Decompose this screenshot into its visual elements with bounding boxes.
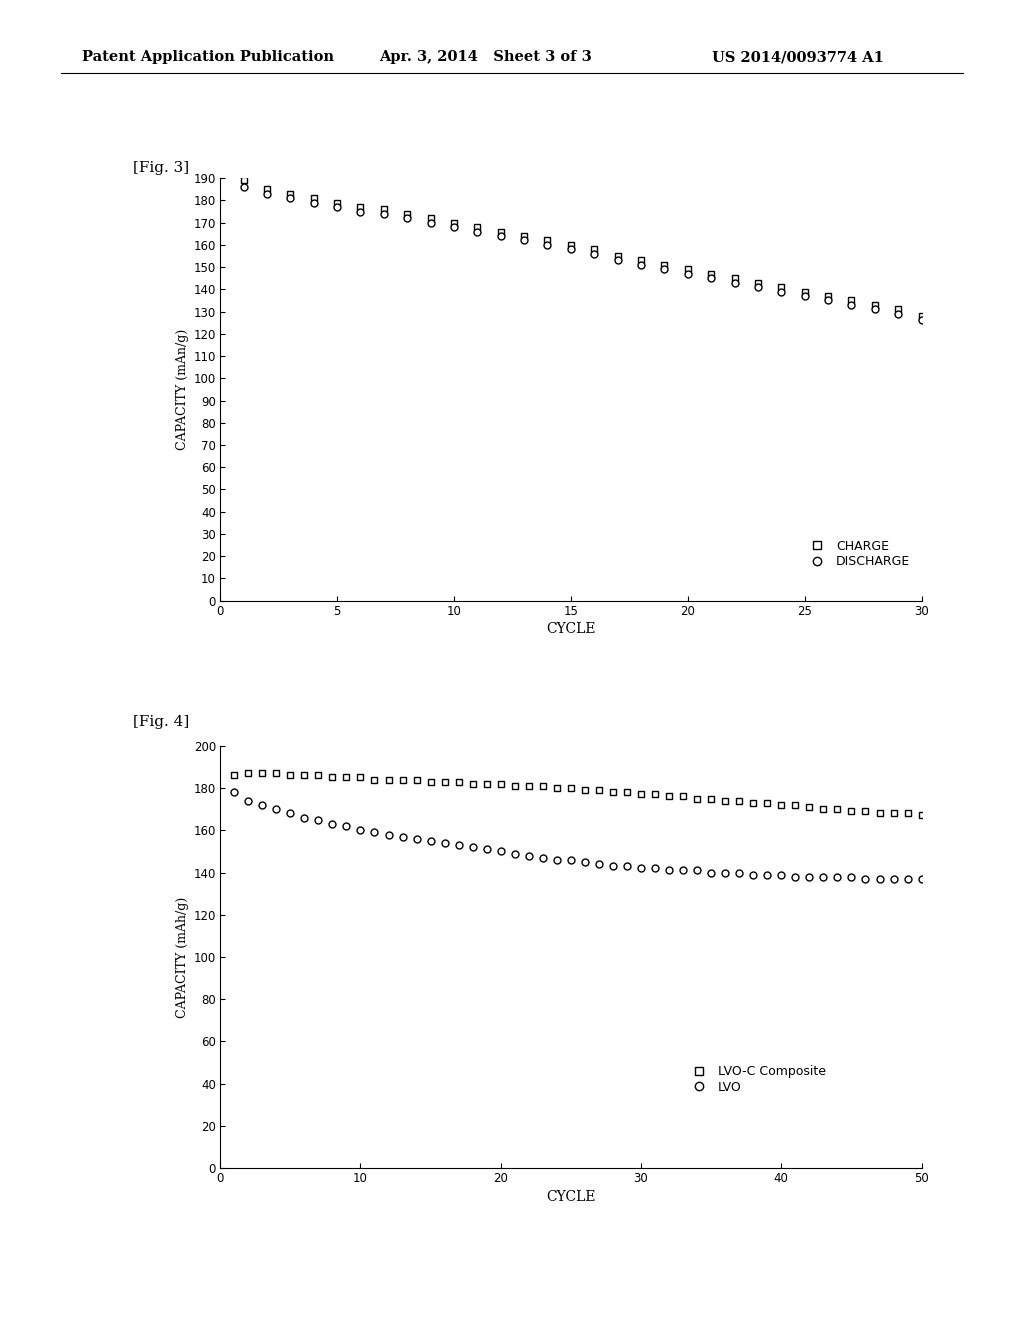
X-axis label: CYCLE: CYCLE [546, 622, 596, 636]
X-axis label: CYCLE: CYCLE [546, 1189, 596, 1204]
Text: US 2014/0093774 A1: US 2014/0093774 A1 [712, 50, 884, 65]
Text: Apr. 3, 2014   Sheet 3 of 3: Apr. 3, 2014 Sheet 3 of 3 [379, 50, 592, 65]
Legend: LVO-C Composite, LVO: LVO-C Composite, LVO [682, 1060, 831, 1098]
Text: Patent Application Publication: Patent Application Publication [82, 50, 334, 65]
Y-axis label: CAPACITY (mAh/g): CAPACITY (mAh/g) [176, 896, 189, 1018]
Y-axis label: CAPACITY (mAn/g): CAPACITY (mAn/g) [176, 329, 189, 450]
Text: [Fig. 4]: [Fig. 4] [133, 715, 189, 730]
Text: [Fig. 3]: [Fig. 3] [133, 161, 189, 176]
Legend: CHARGE, DISCHARGE: CHARGE, DISCHARGE [800, 535, 915, 573]
